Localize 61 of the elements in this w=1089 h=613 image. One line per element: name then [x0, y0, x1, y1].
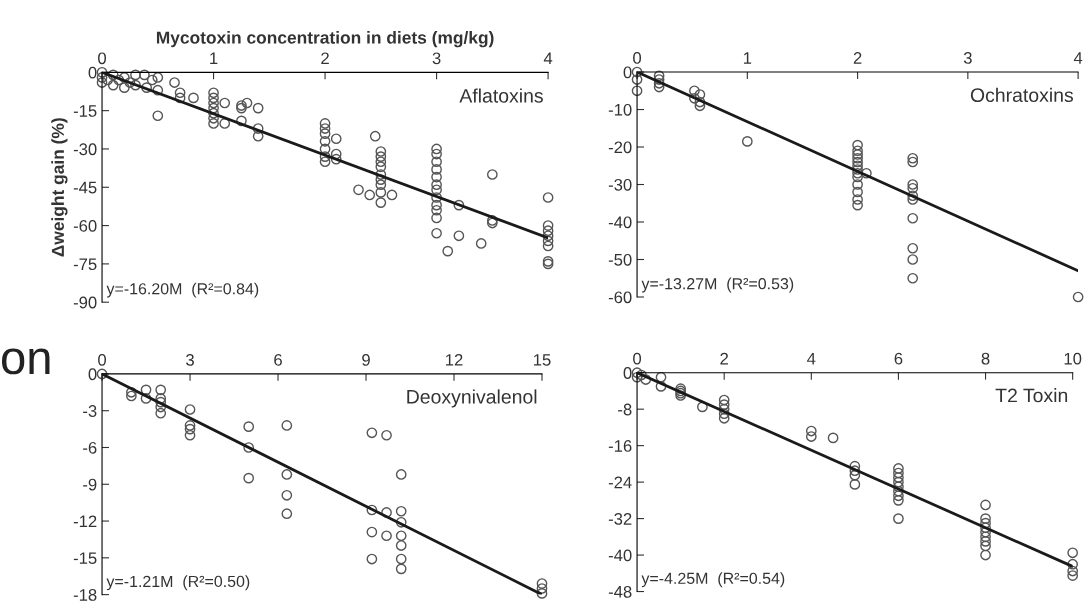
x-tick-label: 0 [633, 352, 642, 365]
x-tick-label: 3 [963, 52, 972, 64]
y-tick-label: -15 [73, 552, 97, 565]
annotation: y=-16.20M (R²=0.84) [106, 282, 259, 298]
annotation: y=-1.21M (R²=0.50) [106, 575, 250, 591]
annotation: Deoxynivalenol [407, 389, 537, 408]
y-tick-label: -20 [608, 141, 632, 154]
x-tick-label: 2 [853, 52, 862, 64]
y-tick-label: -8 [618, 403, 632, 416]
y-tick-label: -15 [73, 105, 97, 117]
x-tick-label: 0 [633, 52, 642, 64]
x-tick-label: 10 [1064, 352, 1082, 365]
x-tick-label: 1 [210, 52, 218, 65]
y-tick-label: 0 [88, 66, 97, 79]
x-tick-label: 0 [98, 353, 107, 366]
y-tick-label: -90 [73, 296, 97, 309]
y-tick-label: -12 [73, 515, 97, 528]
x-tick-label: 1 [743, 52, 752, 64]
x-tick-label: 2 [321, 52, 329, 65]
y-tick-label: 0 [623, 367, 632, 379]
x-tick-label: 6 [894, 352, 903, 365]
annotation: y=-4.25M (R²=0.54) [641, 572, 785, 588]
y-tick-label: -3 [83, 405, 97, 417]
y-tick-label: -32 [608, 513, 632, 525]
x-axis-title: Mycotoxin concentration in diets (mg/kg) [156, 31, 494, 48]
y-tick-label: -24 [608, 476, 632, 489]
x-tick-label: 8 [981, 352, 990, 365]
y-tick-label: -50 [608, 253, 632, 266]
x-tick-label: 6 [274, 353, 282, 366]
annotation: y=-13.27M (R²=0.53) [641, 277, 794, 293]
text: on [1, 348, 50, 375]
y-tick-label: -60 [608, 291, 632, 304]
y-tick-label: -30 [73, 143, 97, 156]
y-tick-label: -40 [608, 216, 632, 229]
y-tick-label: -75 [73, 258, 97, 271]
x-tick-label: 0 [98, 52, 107, 65]
y-tick-label: -40 [608, 549, 632, 562]
y-tick-label: -9 [83, 478, 97, 491]
annotation: T2 Toxin [995, 388, 1068, 403]
x-tick-label: 12 [446, 353, 463, 366]
y-tick-label: -6 [83, 441, 97, 454]
y-tick-label: 0 [623, 66, 632, 79]
x-tick-label: 4 [1073, 52, 1083, 64]
x-tick-label: 2 [720, 352, 728, 365]
y-tick-label: -18 [73, 589, 97, 601]
annotation: Ochratoxins [970, 87, 1073, 103]
y-axis-title: Δweight gain (%) [51, 118, 68, 257]
x-tick-label: 9 [362, 353, 370, 366]
x-tick-label: 3 [186, 353, 194, 366]
y-tick-label: -10 [608, 103, 632, 116]
y-tick-label: -30 [608, 178, 632, 191]
y-tick-label: -16 [608, 440, 632, 452]
y-tick-label: -60 [73, 219, 97, 232]
y-tick-label: -48 [608, 585, 632, 598]
annotation: Aflatoxins [459, 88, 543, 103]
y-tick-label: -45 [73, 181, 97, 194]
x-tick-label: 15 [534, 354, 551, 366]
x-tick-label: 4 [807, 352, 816, 365]
x-tick-label: 4 [543, 52, 553, 65]
x-tick-label: 3 [432, 52, 441, 65]
y-tick-label: 0 [88, 368, 97, 381]
